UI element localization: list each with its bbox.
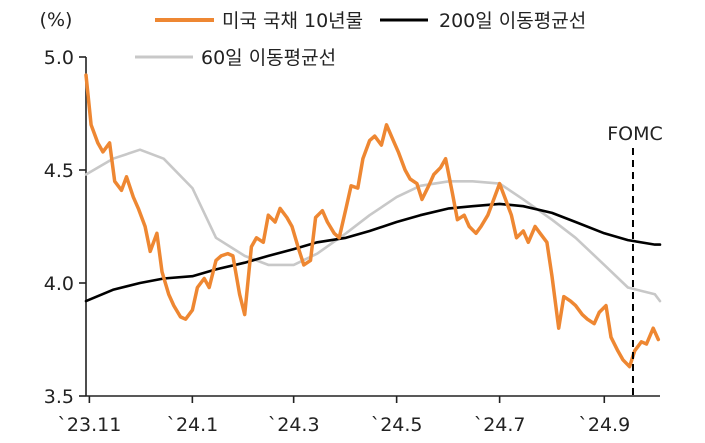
x-tick-label: `24.5 (371, 414, 423, 436)
x-tick-label: `24.9 (578, 414, 630, 436)
y-tick-label: 3.5 (44, 386, 74, 408)
legend-label-ma200: 200일 이동평균선 (439, 10, 586, 32)
y-ticks: 5.0 4.5 4.0 3.5 (44, 47, 86, 408)
fomc-label: FOMC (607, 123, 663, 145)
legend-label-ma60: 60일 이동평균선 (201, 47, 336, 69)
y-unit-label: (%) (40, 9, 73, 31)
x-ticks: `23.11 `24.1 `24.3 `24.5 `24.7 `24.9 (57, 396, 630, 436)
series-lines (84, 73, 662, 369)
legend-label-us10y: 미국 국채 10년물 (222, 10, 363, 32)
x-tick-label: `24.7 (474, 414, 526, 436)
x-tick-label: `24.1 (166, 414, 218, 436)
legend: 미국 국채 10년물 200일 이동평균선 60일 이동평균선 (135, 10, 586, 69)
series-line-ma60 (84, 148, 662, 303)
series-line-ma200 (84, 202, 662, 303)
y-tick-label: 4.5 (44, 160, 74, 182)
y-tick-label: 5.0 (44, 47, 74, 69)
y-tick-label: 4.0 (44, 273, 74, 295)
series-line-us10y (84, 73, 661, 369)
x-tick-label: `23.11 (57, 414, 121, 436)
axes (85, 57, 660, 397)
x-tick-label: `24.3 (268, 414, 320, 436)
fomc-annotation: FOMC (607, 123, 663, 396)
